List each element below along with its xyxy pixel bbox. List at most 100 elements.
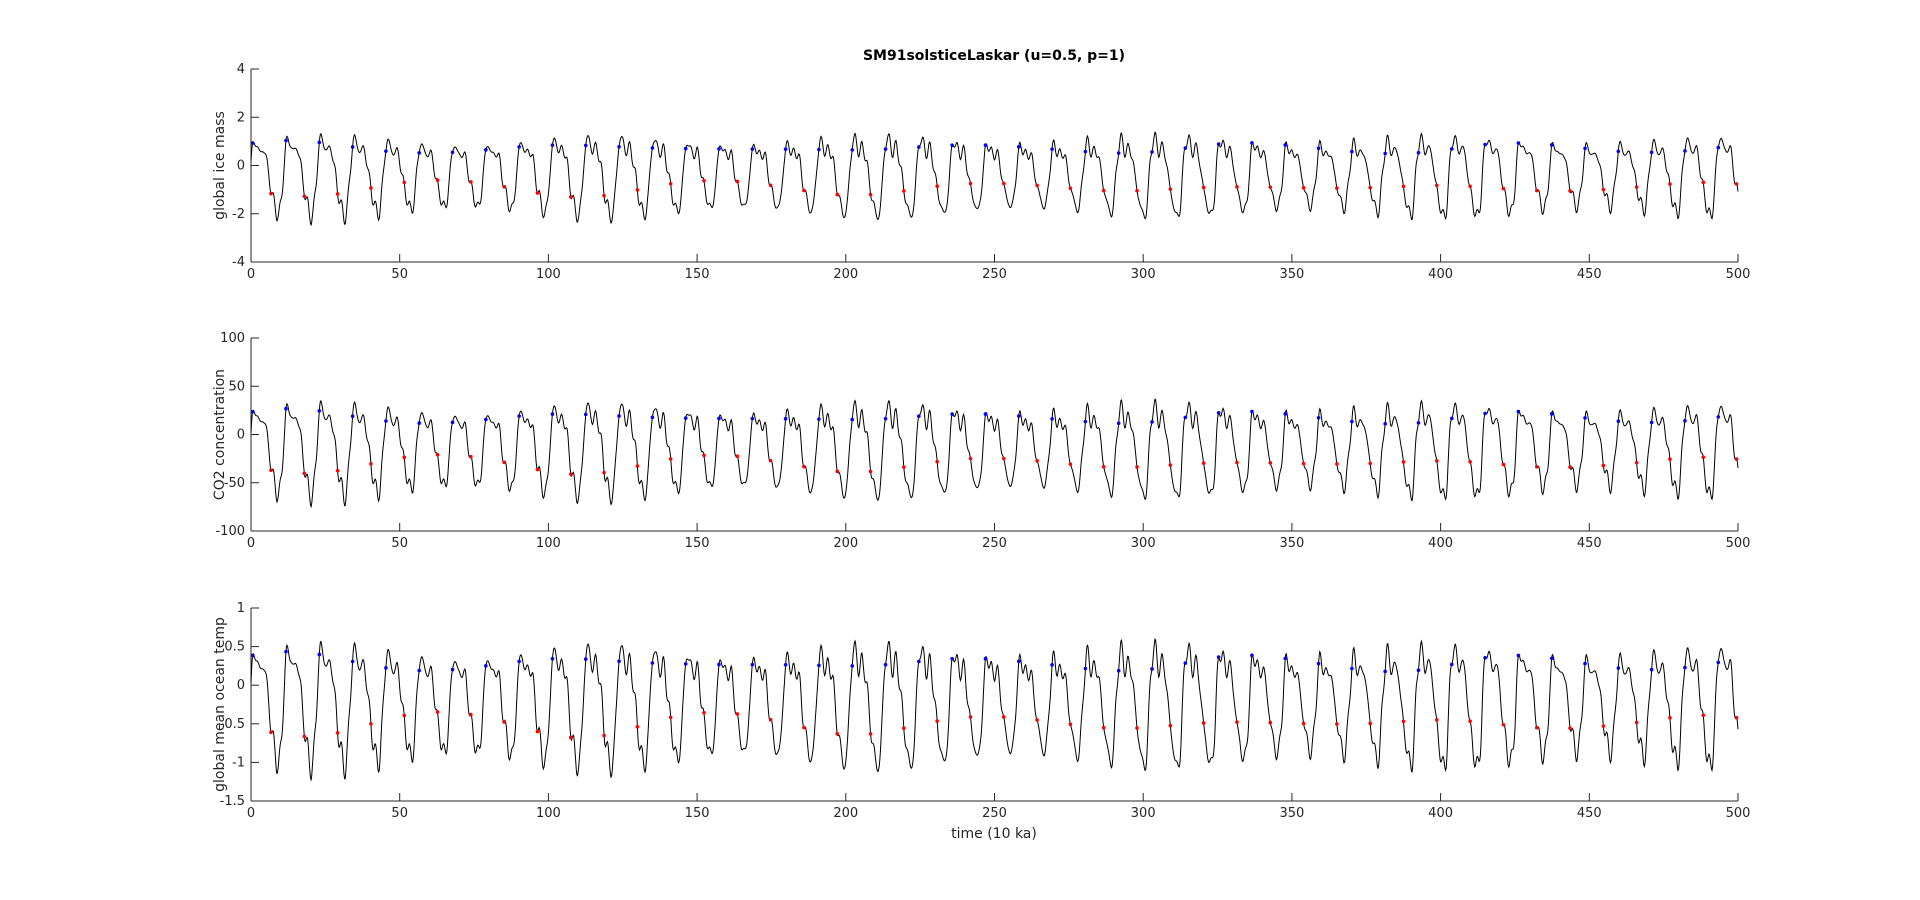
- x-tick-label: 0: [247, 267, 255, 282]
- blue-marker: [284, 138, 288, 143]
- red-marker: [935, 719, 939, 723]
- red-marker: [968, 181, 973, 186]
- blue-marker: [1483, 142, 1487, 147]
- red-marker: [1601, 463, 1606, 468]
- y-tick-label: 4: [237, 62, 245, 77]
- y-tick-label: -2: [232, 207, 245, 222]
- x-tick-label: 200: [833, 806, 858, 821]
- y-axis-label: CO2 concentration: [212, 369, 228, 500]
- red-marker: [1368, 721, 1372, 726]
- blue-marker: [1150, 667, 1154, 671]
- blue-marker: [717, 416, 721, 421]
- blue-marker: [650, 415, 655, 420]
- red-marker: [1101, 725, 1106, 730]
- y-tick-label: 50: [228, 379, 245, 394]
- red-marker: [835, 731, 840, 736]
- red-marker: [1168, 463, 1173, 467]
- red-marker: [1401, 460, 1406, 464]
- blue-marker: [1616, 666, 1621, 670]
- blue-marker: [1649, 420, 1654, 425]
- red-marker: [1668, 182, 1672, 186]
- blue-marker: [1116, 151, 1121, 155]
- blue-marker: [1316, 661, 1321, 666]
- red-marker: [1501, 722, 1506, 727]
- red-marker: [1235, 185, 1239, 189]
- blue-marker: [550, 656, 555, 661]
- red-marker: [1268, 461, 1273, 465]
- red-marker: [435, 452, 440, 457]
- red-marker: [935, 459, 939, 464]
- blue-marker: [1216, 142, 1221, 146]
- x-tick-label: 500: [1726, 536, 1751, 551]
- x-tick-label: 350: [1279, 536, 1304, 551]
- red-marker: [335, 468, 340, 473]
- x-tick-label: 100: [536, 536, 561, 551]
- blue-marker: [683, 416, 688, 420]
- blue-marker: [1549, 656, 1554, 661]
- red-marker: [1068, 462, 1073, 466]
- red-marker: [768, 183, 773, 188]
- blue-marker: [583, 657, 588, 661]
- red-marker: [668, 715, 673, 720]
- x-tick-label: 50: [391, 536, 408, 551]
- x-tick-label: 150: [685, 267, 710, 282]
- red-marker: [1368, 185, 1372, 190]
- red-marker: [1701, 180, 1706, 185]
- blue-marker: [350, 659, 355, 664]
- red-marker: [902, 465, 906, 469]
- red-marker: [269, 730, 273, 735]
- blue-marker: [917, 659, 921, 664]
- red-marker: [1101, 188, 1106, 193]
- red-marker: [469, 454, 473, 459]
- blue-marker: [750, 416, 755, 421]
- x-tick-label: 0: [247, 536, 255, 551]
- x-tick-label: 150: [685, 536, 710, 551]
- red-marker: [469, 712, 473, 717]
- red-marker: [702, 178, 706, 183]
- blue-marker: [1283, 143, 1288, 147]
- panel-3: 0 50 100 150 200 250 300 350 400 450 500 -1.5 -1 -0.5…: [212, 601, 1750, 821]
- blue-marker: [1283, 412, 1288, 416]
- red-marker: [902, 726, 906, 731]
- blue-marker: [317, 140, 322, 145]
- red-marker: [535, 729, 540, 734]
- red-marker: [735, 179, 740, 184]
- blue-marker: [384, 149, 388, 153]
- red-marker: [1568, 726, 1572, 730]
- blue-marker: [1150, 150, 1154, 154]
- red-marker: [535, 191, 540, 195]
- blue-marker: [717, 662, 721, 667]
- red-marker: [1534, 188, 1539, 193]
- red-marker: [402, 713, 407, 718]
- red-marker: [868, 732, 873, 736]
- red-marker: [1301, 185, 1306, 190]
- red-marker: [269, 468, 273, 473]
- blue-marker: [1649, 150, 1654, 155]
- red-marker: [1534, 725, 1539, 730]
- red-marker: [1734, 182, 1739, 186]
- x-tick-label: 250: [982, 536, 1007, 551]
- red-marker: [702, 710, 706, 715]
- red-marker: [502, 460, 506, 465]
- red-marker: [1601, 187, 1606, 192]
- blue-marker: [950, 412, 954, 416]
- red-marker: [1401, 184, 1406, 189]
- blue-marker: [1416, 668, 1421, 672]
- blue-marker: [1083, 149, 1088, 154]
- blue-marker: [1683, 419, 1687, 423]
- blue-marker: [250, 409, 255, 414]
- x-tick-label: 450: [1577, 806, 1602, 821]
- red-marker: [1634, 460, 1639, 465]
- red-marker: [402, 180, 407, 185]
- blue-marker: [1016, 145, 1021, 149]
- y-tick-label: 2: [237, 110, 245, 125]
- y-tick-label: 0: [237, 678, 245, 693]
- red-marker: [1135, 465, 1139, 469]
- red-marker: [1235, 720, 1239, 724]
- x-tick-label: 250: [982, 267, 1007, 282]
- red-marker: [369, 722, 373, 726]
- blue-marker: [517, 414, 521, 418]
- red-marker: [369, 461, 373, 466]
- y-tick-label: 1: [237, 601, 245, 616]
- red-marker: [1434, 458, 1439, 463]
